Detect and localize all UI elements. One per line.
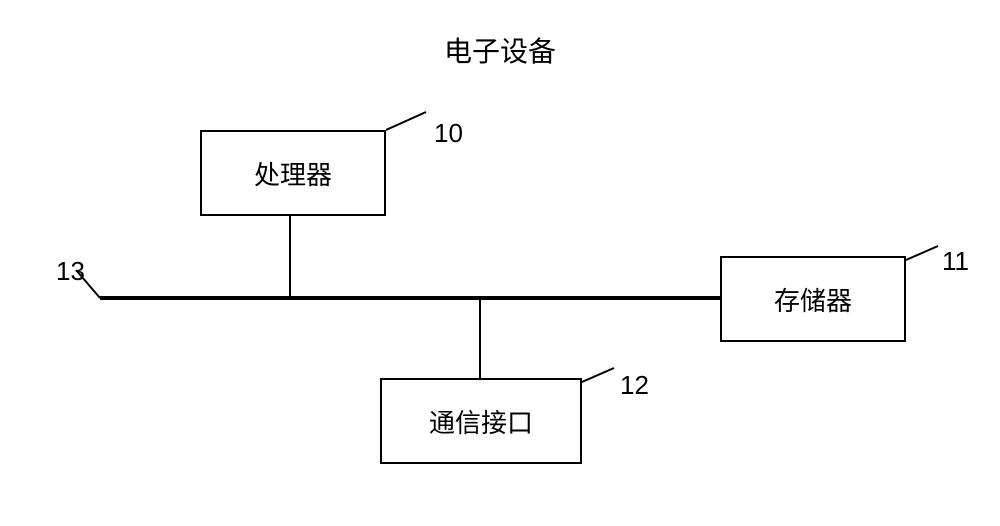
processor-node: 处理器 (200, 130, 386, 216)
comm-callout (582, 366, 618, 386)
comm-interface-node: 通信接口 (380, 378, 582, 464)
processor-callout (386, 110, 430, 134)
processor-connector (289, 216, 291, 298)
memory-callout (906, 244, 942, 264)
diagram-title: 电子设备 (444, 30, 556, 70)
bus-label: 13 (56, 256, 85, 287)
memory-node: 存储器 (720, 256, 906, 342)
comm-connector (479, 300, 481, 378)
memory-label: 11 (942, 246, 969, 277)
processor-text: 处理器 (254, 155, 332, 192)
memory-text: 存储器 (774, 281, 852, 318)
electronic-device-diagram: 电子设备 处理器 10 13 存储器 11 通信接口 12 (0, 0, 1000, 526)
bus-line (100, 296, 720, 300)
processor-label: 10 (434, 118, 463, 149)
comm-text: 通信接口 (429, 403, 533, 440)
comm-label: 12 (620, 370, 649, 401)
